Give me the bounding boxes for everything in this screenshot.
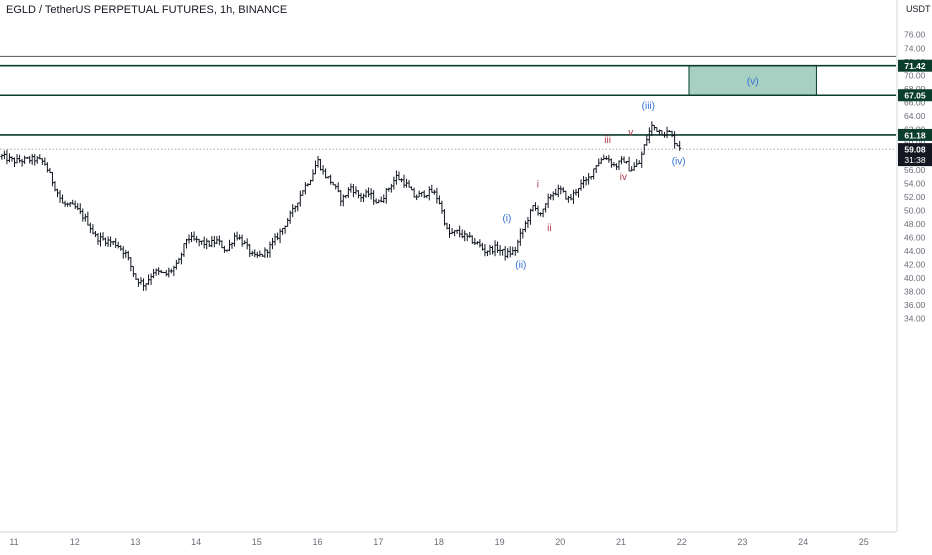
y-tick-label: 60.00 (904, 138, 926, 148)
y-tick-label: 70.00 (904, 70, 926, 80)
wave-label: iii (604, 135, 611, 146)
x-tick-label: 14 (191, 537, 201, 547)
y-tick-label: 56.00 (904, 165, 926, 175)
price-line-label-bg (898, 128, 932, 141)
x-tick-label: 15 (252, 537, 262, 547)
x-tick-label: 18 (434, 537, 444, 547)
y-tick-label: 46.00 (904, 233, 926, 243)
target-zone-box (688, 65, 817, 96)
wave-label: (iii) (642, 101, 655, 112)
price-line-label: 71.42 (904, 61, 926, 71)
bar-countdown-label: 31:38 (904, 155, 926, 165)
x-tick-label: 24 (798, 537, 808, 547)
y-tick-label: 74.00 (904, 43, 926, 53)
y-tick-label: 42.00 (904, 260, 926, 270)
x-tick-label: 23 (737, 537, 747, 547)
price-line-label: 67.05 (904, 91, 926, 101)
wave-label: (iv) (672, 157, 686, 168)
x-tick-label: 21 (616, 537, 626, 547)
x-tick-label: 13 (130, 537, 140, 547)
wave-label: ii (547, 223, 551, 234)
x-tick-label: 19 (495, 537, 505, 547)
x-tick-label: 17 (373, 537, 383, 547)
price-line-label-bg (898, 59, 932, 72)
price-currency-label: USDT (906, 4, 931, 14)
x-tick-label: 16 (312, 537, 322, 547)
price-line-label-bg (898, 89, 932, 102)
y-tick-label: 76.00 (904, 30, 926, 40)
wave-label: (ii) (515, 260, 526, 271)
wave-label: (i) (502, 213, 511, 224)
y-tick-label: 50.00 (904, 206, 926, 216)
y-tick-label: 54.00 (904, 178, 926, 188)
chart-title: EGLD / TetherUS PERPETUAL FUTURES, 1h, B… (6, 4, 288, 16)
wave-label: i (537, 180, 539, 191)
y-tick-label: 36.00 (904, 300, 926, 310)
y-tick-label: 44.00 (904, 246, 926, 256)
target-zone-label: (v) (747, 76, 759, 87)
wave-label: v (628, 127, 633, 138)
x-tick-label: 11 (9, 537, 18, 547)
current-price-label: 59.08 (904, 145, 926, 155)
y-tick-label: 52.00 (904, 192, 926, 202)
y-tick-label: 34.00 (904, 314, 926, 324)
y-tick-label: 68.00 (904, 84, 926, 94)
x-tick-label: 20 (555, 537, 565, 547)
y-tick-label: 48.00 (904, 219, 926, 229)
x-tick-label: 25 (859, 537, 869, 547)
y-tick-label: 38.00 (904, 287, 926, 297)
current-price-label-bg (898, 143, 932, 167)
x-tick-label: 22 (677, 537, 687, 547)
price-line-label: 61.18 (904, 130, 926, 140)
wave-label: iv (620, 172, 627, 183)
x-tick-label: 12 (70, 537, 80, 547)
y-tick-label: 40.00 (904, 273, 926, 283)
y-tick-label: 66.00 (904, 97, 926, 107)
y-tick-label: 64.00 (904, 111, 926, 121)
